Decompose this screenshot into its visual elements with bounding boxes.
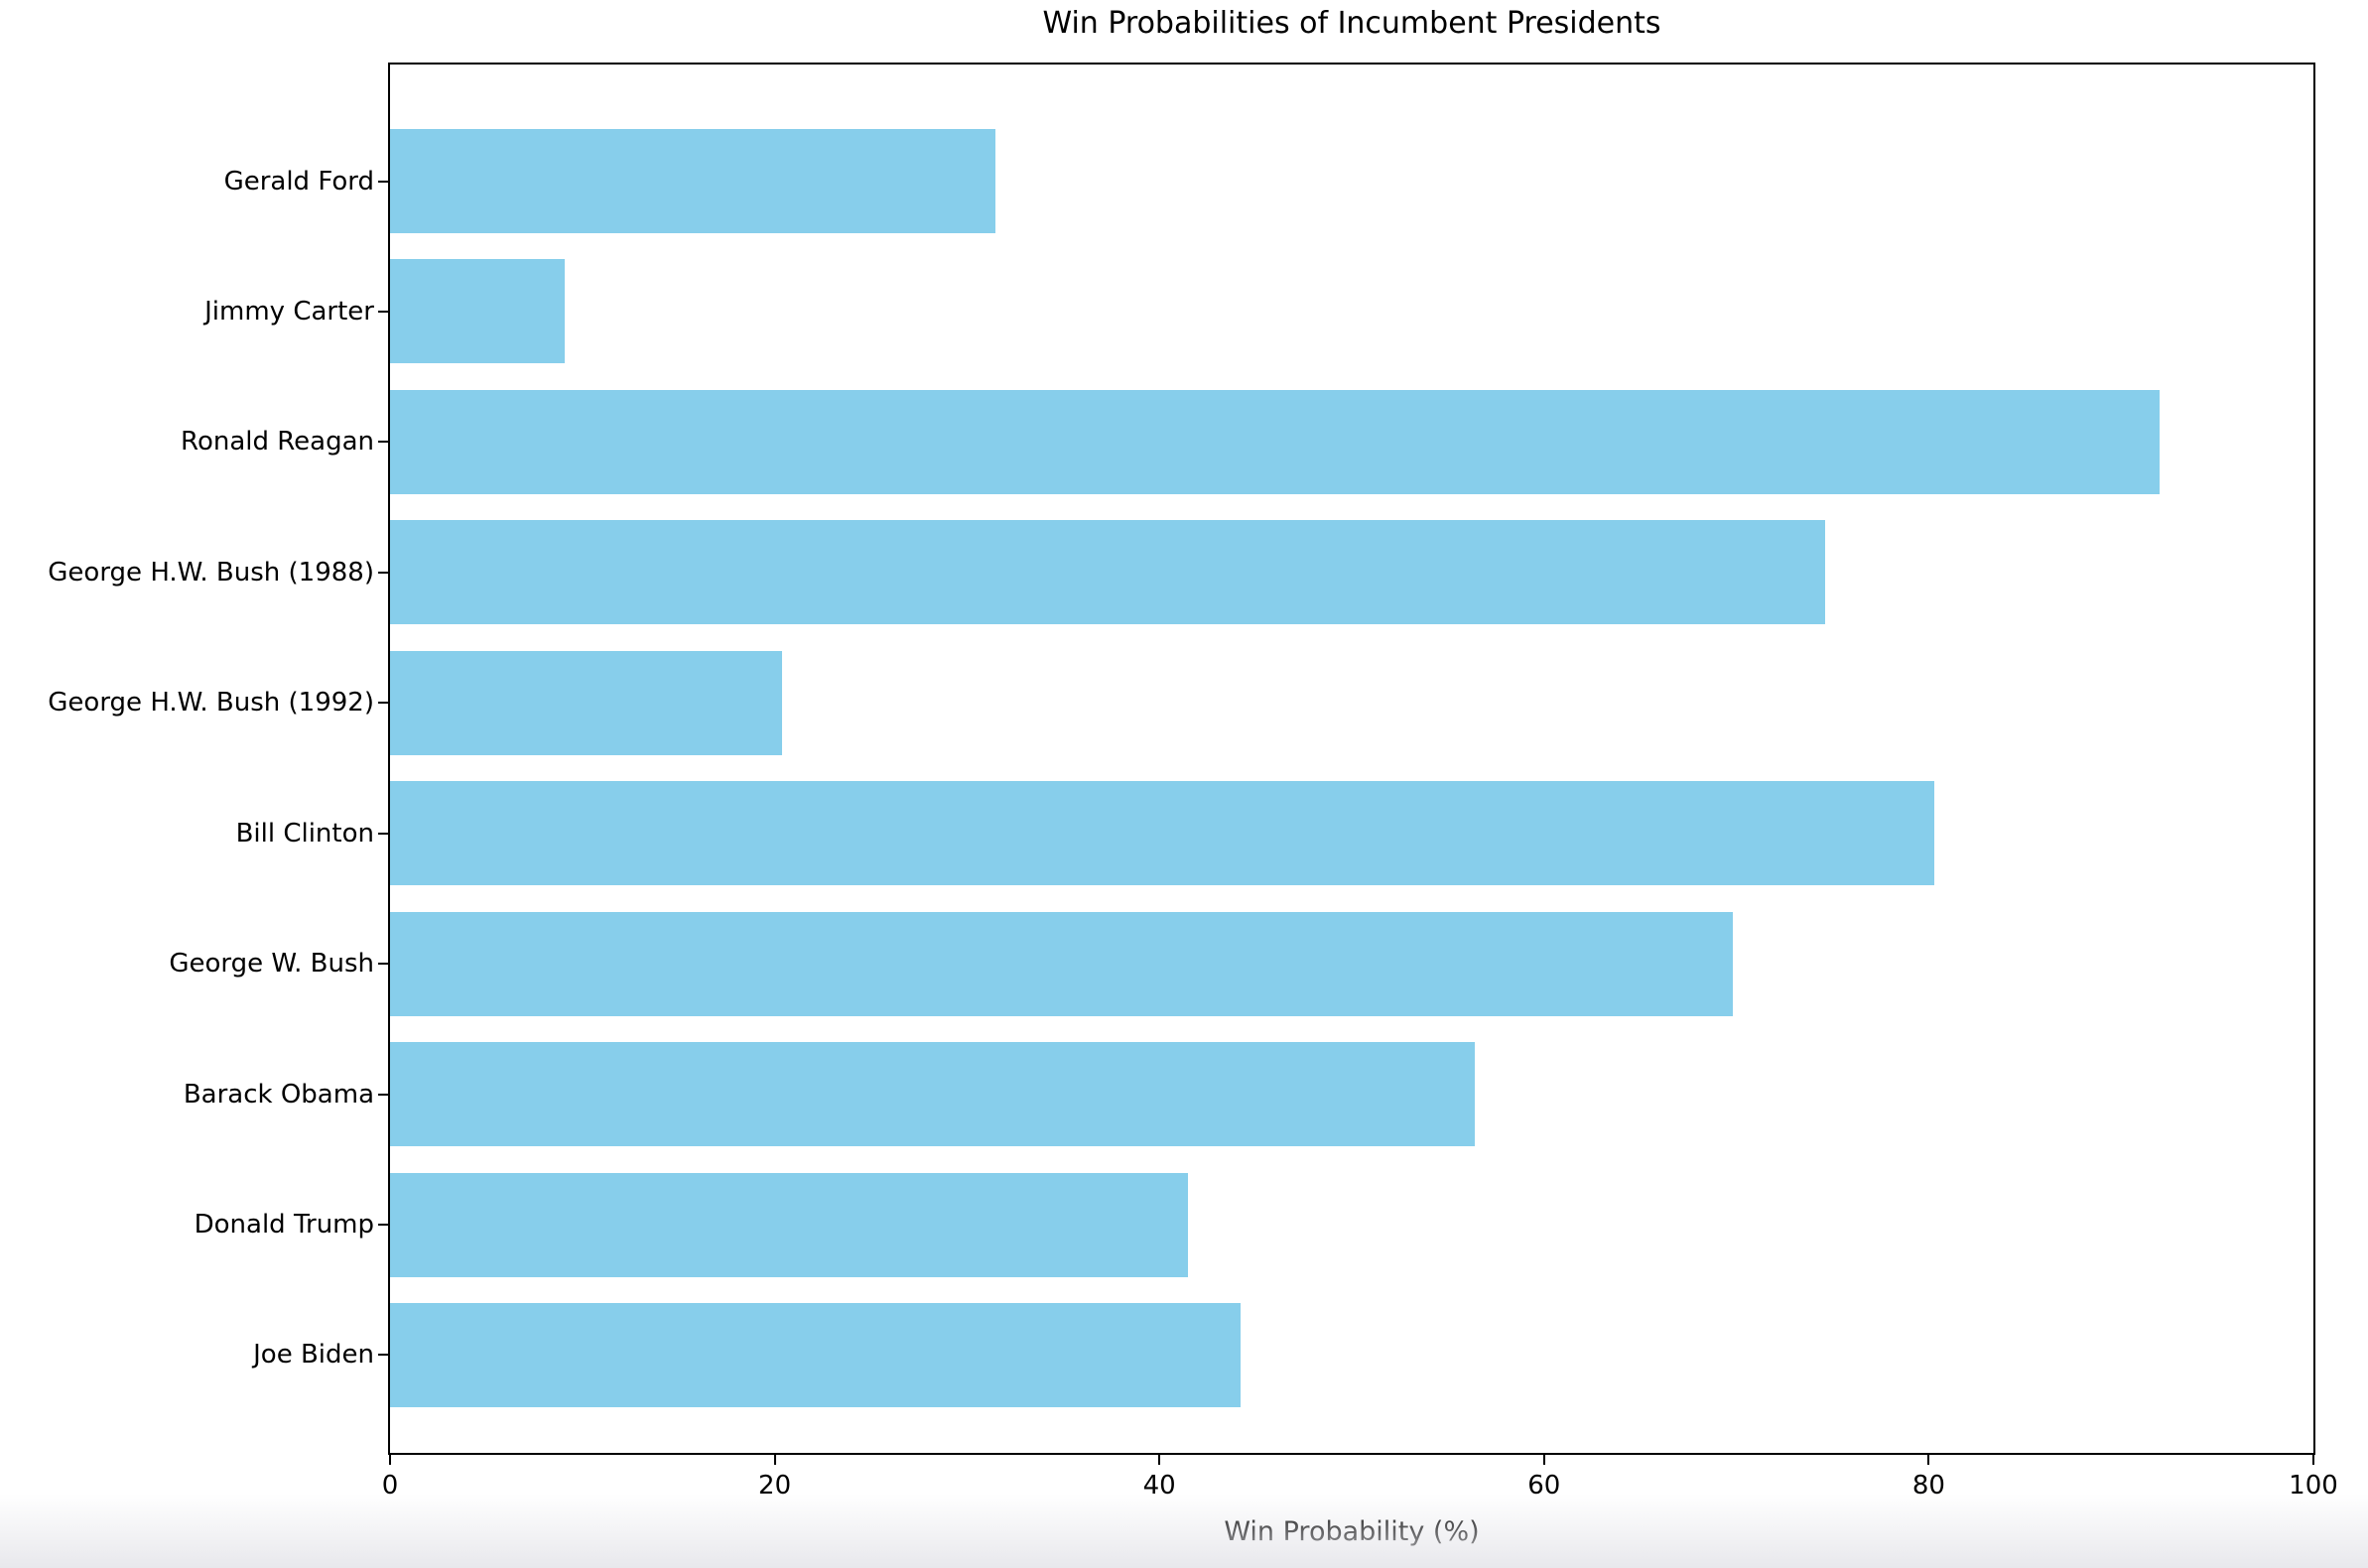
bar-george-h-w-bush-1992 bbox=[390, 650, 783, 755]
y-tick-label-gerald-ford: Gerald Ford bbox=[223, 166, 374, 196]
x-tick-mark-100 bbox=[2312, 1455, 2314, 1465]
x-tick-mark-0 bbox=[389, 1455, 391, 1465]
y-tick-mark-gerald-ford bbox=[378, 180, 388, 183]
x-tick-label-80: 80 bbox=[1911, 1471, 1945, 1501]
bar-george-w-bush bbox=[390, 911, 1733, 1016]
y-tick-label-donald-trump: Donald Trump bbox=[194, 1210, 374, 1241]
y-tick-mark-jimmy-carter bbox=[378, 310, 388, 313]
y-tick-mark-george-h-w-bush-1988 bbox=[378, 571, 388, 574]
y-tick-label-joe-biden: Joe Biden bbox=[253, 1340, 374, 1371]
y-tick-mark-joe-biden bbox=[378, 1354, 388, 1357]
bar-barack-obama bbox=[390, 1042, 1476, 1147]
x-tick-mark-40 bbox=[1158, 1455, 1161, 1465]
bar-george-h-w-bush-1988 bbox=[390, 520, 1825, 625]
y-tick-mark-george-w-bush bbox=[378, 963, 388, 966]
x-tick-label-20: 20 bbox=[758, 1471, 792, 1501]
y-tick-mark-barack-obama bbox=[378, 1093, 388, 1096]
y-tick-label-george-w-bush: George W. Bush bbox=[169, 949, 374, 980]
y-tick-label-jimmy-carter: Jimmy Carter bbox=[204, 296, 374, 327]
x-axis-label: Win Probability (%) bbox=[1224, 1516, 1480, 1547]
bar-gerald-ford bbox=[390, 129, 996, 233]
x-tick-label-0: 0 bbox=[381, 1471, 399, 1501]
bar-ronald-reagan bbox=[390, 389, 2160, 494]
x-tick-mark-60 bbox=[1542, 1455, 1545, 1465]
x-tick-label-60: 60 bbox=[1527, 1471, 1561, 1501]
y-tick-label-barack-obama: Barack Obama bbox=[183, 1079, 374, 1110]
x-tick-mark-80 bbox=[1927, 1455, 1930, 1465]
y-tick-mark-ronald-reagan bbox=[378, 441, 388, 444]
x-tick-label-40: 40 bbox=[1142, 1471, 1176, 1501]
chart-title: Win Probabilities of Incumbent President… bbox=[1042, 6, 1661, 41]
y-tick-label-ronald-reagan: Ronald Reagan bbox=[181, 427, 374, 457]
y-tick-label-george-h-w-bush-1988: George H.W. Bush (1988) bbox=[48, 557, 374, 588]
bar-jimmy-carter bbox=[390, 259, 566, 364]
y-tick-label-george-h-w-bush-1992: George H.W. Bush (1992) bbox=[48, 688, 374, 719]
x-tick-label-100: 100 bbox=[2289, 1471, 2338, 1501]
bar-bill-clinton bbox=[390, 781, 1935, 886]
bar-donald-trump bbox=[390, 1172, 1189, 1277]
x-tick-mark-20 bbox=[773, 1455, 776, 1465]
bar-joe-biden bbox=[390, 1302, 1241, 1407]
y-tick-mark-george-h-w-bush-1992 bbox=[378, 702, 388, 705]
plot-area: Gerald Ford Jimmy Carter Ronald Reagan Geor… bbox=[48, 63, 2338, 1501]
y-tick-label-bill-clinton: Bill Clinton bbox=[235, 818, 374, 849]
y-tick-mark-bill-clinton bbox=[378, 832, 388, 835]
y-tick-mark-donald-trump bbox=[378, 1224, 388, 1227]
